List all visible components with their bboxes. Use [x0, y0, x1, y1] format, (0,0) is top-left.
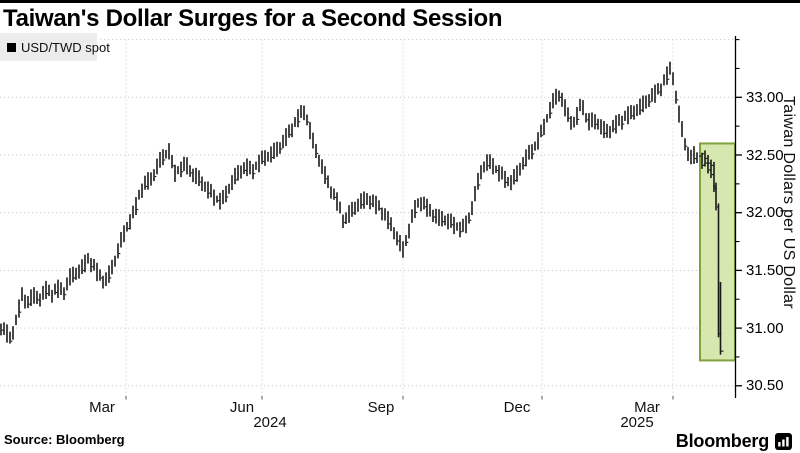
y-axis-tick-label: 31.00 [746, 319, 784, 337]
x-axis-month-label: Mar [89, 399, 115, 416]
source-attribution: Source: Bloomberg [4, 432, 125, 447]
y-axis-tick-label: 30.50 [746, 377, 784, 395]
y-axis-title: Taiwan Dollars per US Dollar [780, 95, 797, 309]
legend-box: USD/TWD spot [0, 33, 110, 61]
x-axis-month-label: Jun [229, 399, 255, 416]
legend-series-marker-icon [7, 42, 16, 52]
y-axis-tick-label: 31.50 [746, 261, 784, 279]
y-axis-tick-label: 32.50 [746, 146, 784, 164]
x-axis-year-label: 2024 [253, 414, 287, 431]
bloomberg-logo-text: Bloomberg [675, 431, 769, 451]
bloomberg-logo-icon [775, 433, 792, 450]
y-axis-tick-label: 33.00 [746, 88, 784, 106]
x-axis-month-label: Sep [367, 399, 395, 416]
x-axis-year-label: 2025 [620, 414, 654, 431]
bloomberg-logo: Bloomberg [676, 431, 792, 452]
top-rule [0, 0, 800, 3]
x-axis-month-label: Mar [634, 399, 660, 416]
legend-series-label: USD/TWD spot [21, 39, 110, 55]
chart-title: Taiwan's Dollar Surges for a Second Sess… [3, 5, 503, 32]
x-axis-month-label: Dec [503, 399, 531, 416]
y-axis-tick-label: 32.00 [746, 204, 784, 222]
